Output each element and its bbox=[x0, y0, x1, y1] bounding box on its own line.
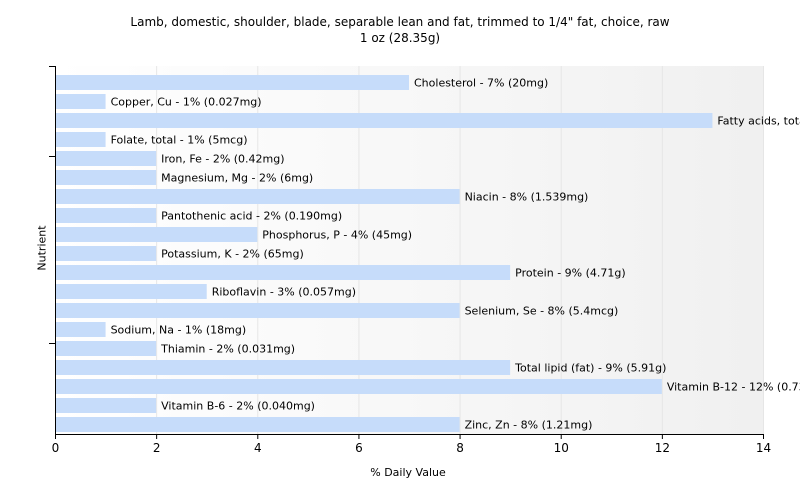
bar bbox=[56, 303, 460, 318]
chart-title-block: Lamb, domestic, shoulder, blade, separab… bbox=[0, 14, 800, 46]
data-label: Riboflavin - 3% (0.057mg) bbox=[212, 286, 356, 299]
bar bbox=[56, 284, 207, 299]
bar bbox=[56, 265, 511, 280]
bar bbox=[56, 151, 157, 166]
data-label: Folate, total - 1% (5mcg) bbox=[111, 134, 248, 147]
x-tick-label: 0 bbox=[52, 441, 60, 455]
x-tick-label: 4 bbox=[254, 441, 262, 455]
x-axis-label: % Daily Value bbox=[370, 466, 446, 479]
bar bbox=[56, 113, 713, 128]
data-label: Niacin - 8% (1.539mg) bbox=[465, 191, 589, 204]
data-label: Total lipid (fat) - 9% (5.91g) bbox=[514, 362, 666, 375]
data-label: Potassium, K - 2% (65mg) bbox=[161, 248, 304, 261]
bar bbox=[56, 398, 157, 413]
data-label: Protein - 9% (4.71g) bbox=[515, 267, 626, 280]
data-labels: Cholesterol - 7% (20mg) Copper, Cu - 1% (… bbox=[111, 77, 800, 432]
data-label: Copper, Cu - 1% (0.027mg) bbox=[111, 96, 262, 109]
bar bbox=[56, 94, 106, 109]
data-label: Zinc, Zn - 8% (1.21mg) bbox=[465, 419, 593, 432]
data-label: Thiamin - 2% (0.031mg) bbox=[160, 343, 295, 356]
bar bbox=[56, 75, 409, 90]
bar bbox=[56, 360, 511, 375]
bar bbox=[56, 246, 157, 261]
x-tick-label: 2 bbox=[153, 441, 161, 455]
x-tick-label: 14 bbox=[756, 441, 771, 455]
data-label: Cholesterol - 7% (20mg) bbox=[414, 77, 548, 90]
bar bbox=[56, 379, 662, 394]
bars bbox=[56, 75, 713, 432]
x-tick-label: 6 bbox=[355, 441, 363, 455]
bar bbox=[56, 417, 460, 432]
bar bbox=[56, 322, 106, 337]
data-label: Vitamin B-6 - 2% (0.040mg) bbox=[161, 400, 315, 413]
bar bbox=[56, 341, 157, 356]
data-label: Fatty acids, total saturated - 13% (2.53… bbox=[717, 115, 800, 128]
data-label: Vitamin B-12 - 12% (0.73mcg) bbox=[667, 381, 800, 394]
data-label: Phosphorus, P - 4% (45mg) bbox=[262, 229, 412, 242]
bar bbox=[56, 170, 157, 185]
x-tick-label: 10 bbox=[554, 441, 569, 455]
bar bbox=[56, 189, 460, 204]
data-label: Magnesium, Mg - 2% (6mg) bbox=[161, 172, 313, 185]
x-tick-label: 12 bbox=[655, 441, 670, 455]
data-label: Sodium, Na - 1% (18mg) bbox=[111, 324, 247, 337]
chart-subtitle: 1 oz (28.35g) bbox=[359, 31, 441, 45]
bar bbox=[56, 208, 157, 223]
axes: 0 2 4 6 8 10 12 14 bbox=[49, 66, 771, 455]
data-label: Iron, Fe - 2% (0.42mg) bbox=[161, 153, 284, 166]
data-label: Pantothenic acid - 2% (0.190mg) bbox=[161, 210, 342, 223]
bar bbox=[56, 132, 106, 147]
x-tick-label: 8 bbox=[456, 441, 464, 455]
data-label: Selenium, Se - 8% (5.4mcg) bbox=[465, 305, 619, 318]
bar bbox=[56, 227, 258, 242]
y-axis-label: Nutrient bbox=[35, 225, 49, 271]
chart-title: Lamb, domestic, shoulder, blade, separab… bbox=[130, 15, 670, 29]
